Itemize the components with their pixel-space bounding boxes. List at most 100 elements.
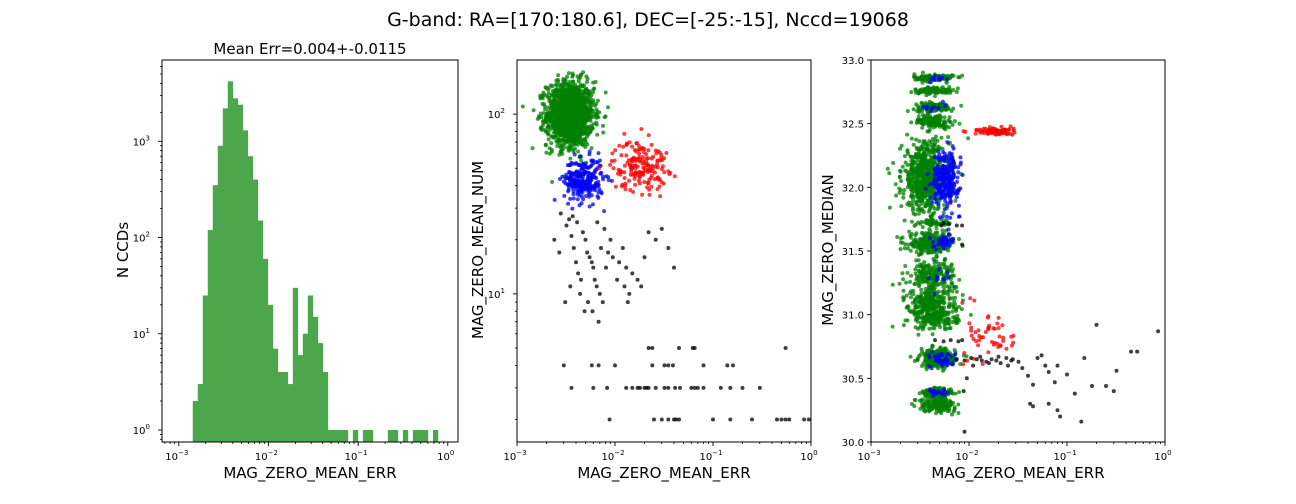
scatter-point bbox=[539, 127, 544, 132]
scatter-point bbox=[542, 102, 547, 107]
scatter-point bbox=[942, 159, 947, 164]
scatter-point bbox=[944, 214, 949, 219]
scatter-point bbox=[951, 106, 956, 111]
scatter-point bbox=[695, 385, 700, 390]
scatter-point bbox=[636, 147, 641, 152]
scatter-point bbox=[920, 311, 925, 316]
histogram-bar bbox=[317, 343, 324, 442]
scatter-point bbox=[945, 363, 950, 368]
scatter-point bbox=[936, 352, 941, 357]
scatter-point bbox=[783, 417, 788, 422]
scatter-point bbox=[604, 265, 608, 270]
scatter-point bbox=[554, 139, 559, 144]
scatter-point bbox=[934, 271, 938, 276]
scatter-point bbox=[926, 162, 931, 167]
scatter-point bbox=[642, 180, 647, 184]
scatter-point bbox=[590, 309, 595, 314]
scatter-point bbox=[561, 107, 566, 112]
scatter-point bbox=[659, 417, 664, 422]
scatter-point bbox=[579, 141, 584, 146]
scatter-point bbox=[549, 117, 554, 122]
scatter-point bbox=[946, 289, 951, 294]
scatter-point bbox=[953, 295, 958, 300]
scatter-point bbox=[718, 385, 723, 390]
scatter-point bbox=[934, 251, 939, 256]
scatter-point bbox=[937, 360, 942, 365]
histogram-bar bbox=[422, 429, 429, 442]
scatter-point bbox=[562, 86, 567, 91]
scatter-point bbox=[662, 170, 667, 175]
scatter-point bbox=[937, 301, 942, 306]
scatter-point bbox=[937, 267, 942, 272]
scatter-point bbox=[623, 187, 628, 192]
scatter-point bbox=[900, 164, 905, 169]
scatter-point bbox=[931, 390, 936, 395]
scatter-point bbox=[596, 98, 600, 103]
scatter-point bbox=[925, 393, 930, 398]
scatter-point bbox=[541, 111, 546, 116]
scatter-point bbox=[942, 203, 947, 207]
scatter-point bbox=[573, 146, 577, 151]
scatter-point bbox=[594, 107, 599, 112]
scatter-point bbox=[945, 165, 950, 170]
scatter-point bbox=[630, 271, 635, 276]
scatter-point bbox=[927, 182, 932, 187]
scatter-point bbox=[610, 151, 615, 156]
scatter-point bbox=[594, 112, 599, 117]
scatter-point bbox=[575, 90, 580, 95]
scatter-point bbox=[922, 157, 927, 162]
scatter-point bbox=[624, 142, 629, 147]
scatter-point bbox=[950, 267, 955, 272]
histogram-bar bbox=[257, 220, 264, 442]
scatter-point bbox=[574, 260, 578, 265]
scatter-point bbox=[580, 131, 585, 136]
scatter-point bbox=[787, 417, 792, 422]
scatter-point bbox=[573, 161, 578, 166]
scatter-point bbox=[591, 385, 596, 390]
scatter-point bbox=[926, 288, 931, 293]
scatter-point bbox=[564, 172, 569, 177]
scatter-point bbox=[957, 318, 961, 323]
histogram-bar bbox=[322, 372, 329, 442]
plot-frame bbox=[161, 59, 459, 443]
scatter-point bbox=[658, 194, 663, 199]
scatter-point bbox=[932, 167, 937, 172]
scatter-point bbox=[582, 116, 587, 121]
scatter-point bbox=[945, 270, 950, 275]
scatter-point bbox=[915, 311, 920, 316]
scatter-point bbox=[899, 179, 903, 183]
scatter-point bbox=[942, 115, 947, 120]
scatter-point bbox=[927, 227, 932, 232]
scatter-point bbox=[610, 255, 615, 260]
scatter-point bbox=[927, 152, 932, 157]
scatter-point bbox=[932, 221, 937, 226]
scatter-point bbox=[936, 349, 940, 354]
scatter-point bbox=[952, 348, 957, 352]
scatter-point bbox=[579, 158, 584, 163]
histogram-bar bbox=[292, 287, 299, 442]
scatter-point bbox=[949, 262, 954, 267]
scatter-point bbox=[536, 114, 541, 119]
scatter-point bbox=[556, 111, 561, 116]
histogram-bar bbox=[412, 429, 419, 442]
histogram-bar bbox=[287, 384, 294, 442]
scatter-point bbox=[932, 400, 937, 405]
scatter-point bbox=[942, 261, 946, 266]
scatter-point bbox=[659, 153, 664, 157]
scatter-point bbox=[578, 291, 583, 296]
scatter-point bbox=[949, 362, 954, 367]
scatter-point bbox=[929, 366, 934, 371]
scatter-point bbox=[954, 317, 959, 322]
scatter-point bbox=[929, 321, 934, 326]
scatter-point bbox=[924, 308, 929, 312]
scatter-point bbox=[566, 71, 571, 76]
scatter-point bbox=[947, 318, 952, 323]
scatter-point bbox=[958, 155, 963, 160]
scatter-point bbox=[585, 80, 589, 84]
scatter-point bbox=[910, 203, 915, 208]
scatter-point bbox=[923, 408, 928, 413]
scatter-point bbox=[941, 393, 946, 397]
scatter-point bbox=[573, 105, 578, 109]
scatter-point bbox=[590, 202, 595, 207]
scatter-point bbox=[550, 123, 555, 128]
